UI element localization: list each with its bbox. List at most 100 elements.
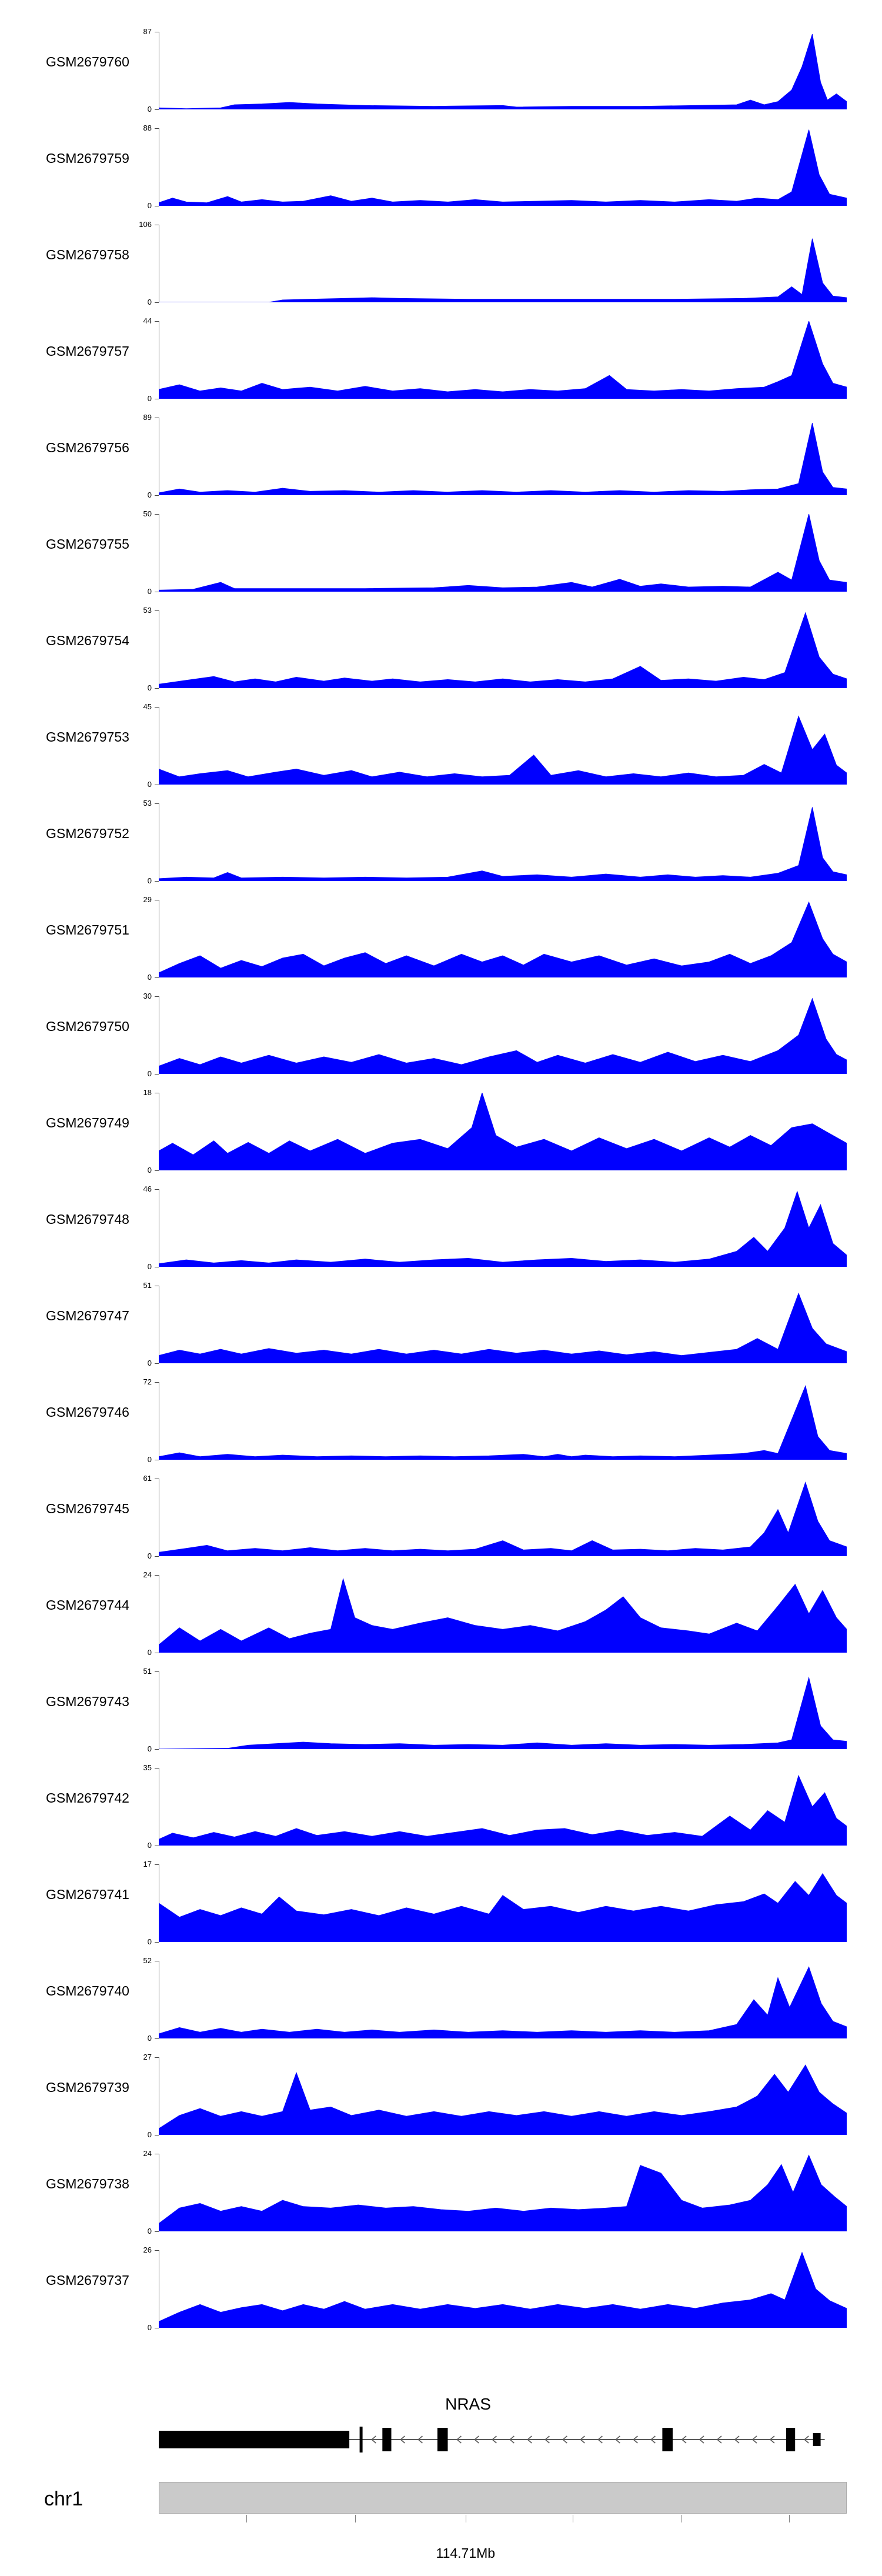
gene-exon	[359, 2427, 363, 2452]
axis-zero-label: 0	[147, 201, 152, 210]
axis-max-label: 106	[139, 220, 152, 229]
coverage-track: GSM2679750 30 0	[0, 988, 882, 1085]
axis-tick	[155, 2038, 159, 2039]
coverage-polygon	[159, 997, 847, 1074]
axis-zero-label: 0	[147, 298, 152, 306]
axis-zero-label: 0	[147, 2227, 152, 2235]
gene-exon	[662, 2428, 673, 2451]
axis-max-label: 51	[143, 1667, 152, 1676]
axis-zero-label: 0	[147, 973, 152, 982]
sample-label: GSM2679755	[46, 536, 129, 552]
axis-max-label: 51	[143, 1281, 152, 1290]
axis-tick	[155, 1382, 159, 1383]
axis-zero-label: 0	[147, 1841, 152, 1850]
axis-max-label: 72	[143, 1377, 152, 1386]
minus-strand-arrow-icon	[650, 2435, 656, 2444]
coverage-polygon	[159, 2154, 847, 2231]
axis-max-label: 24	[143, 2149, 152, 2158]
coverage-area	[159, 1873, 847, 1942]
sample-label: GSM2679753	[46, 729, 129, 745]
gene-name-label: NRAS	[445, 2395, 491, 2413]
coverage-polygon	[159, 2251, 847, 2328]
coverage-area	[159, 1481, 847, 1556]
axis-max-label: 24	[143, 1570, 152, 1579]
sample-label: GSM2679759	[46, 151, 129, 166]
sample-label: GSM2679758	[46, 247, 129, 262]
sample-label: GSM2679745	[46, 1501, 129, 1516]
sample-label: GSM2679750	[46, 1019, 129, 1034]
gene-exon	[813, 2433, 821, 2446]
minus-strand-arrow-icon	[716, 2435, 722, 2444]
axis-tick	[155, 495, 159, 496]
coverage-track: GSM2679752 53 0	[0, 795, 882, 892]
axis-zero-label: 0	[147, 105, 152, 114]
coverage-area	[159, 612, 847, 688]
sample-label: GSM2679740	[46, 1983, 129, 1998]
coverage-track: GSM2679741 17 0	[0, 1856, 882, 1953]
axis-max-label: 61	[143, 1474, 152, 1483]
axis-max-label: 87	[143, 27, 152, 36]
axis-tick	[155, 302, 159, 303]
coverage-polygon	[159, 238, 847, 302]
minus-strand-arrow-icon	[492, 2435, 497, 2444]
axis-zero-label: 0	[147, 1262, 152, 1271]
coverage-track: GSM2679754 53 0	[0, 602, 882, 699]
gene-exon	[437, 2428, 448, 2451]
axis-tick	[155, 2250, 159, 2251]
coverage-area	[159, 2251, 847, 2328]
minus-strand-arrow-icon	[474, 2435, 479, 2444]
axis-zero-label: 0	[147, 1166, 152, 1174]
sample-label: GSM2679737	[46, 2273, 129, 2288]
minus-strand-arrow-icon	[751, 2435, 757, 2444]
axis-tick	[155, 1671, 159, 1672]
minus-strand-arrow-icon	[544, 2435, 550, 2444]
coverage-polygon	[159, 807, 847, 881]
coverage-area	[159, 807, 847, 881]
minus-strand-arrow-icon	[371, 2435, 376, 2444]
axis-max-label: 27	[143, 2053, 152, 2061]
axis-zero-label: 0	[147, 2323, 152, 2332]
axis-zero-label: 0	[147, 2130, 152, 2139]
coverage-area	[159, 423, 847, 495]
axis-tick	[155, 514, 159, 515]
axis-max-label: 88	[143, 124, 152, 132]
axis-max-label: 45	[143, 702, 152, 711]
axis-tick	[155, 1749, 159, 1750]
axis-max-label: 53	[143, 606, 152, 615]
axis-tick	[155, 1768, 159, 1769]
gene-exon	[159, 2431, 350, 2448]
axis-max-label: 89	[143, 413, 152, 422]
axis-max-label: 46	[143, 1184, 152, 1193]
axis-zero-label: 0	[147, 1359, 152, 1367]
axis-tick	[155, 1170, 159, 1171]
coverage-area	[159, 129, 847, 206]
coverage-track: GSM2679749 18 0	[0, 1085, 882, 1181]
axis-tick	[155, 1575, 159, 1576]
axis-zero-label: 0	[147, 780, 152, 789]
minus-strand-arrow-icon	[734, 2435, 740, 2444]
minus-strand-arrow-icon	[562, 2435, 567, 2444]
coverage-track: GSM2679739 27 0	[0, 2049, 882, 2145]
coverage-area	[159, 238, 847, 302]
axis-tick	[155, 1556, 159, 1557]
axis-tick	[155, 128, 159, 129]
coverage-track: GSM2679740 52 0	[0, 1953, 882, 2049]
minus-strand-arrow-icon	[527, 2435, 532, 2444]
gene-model-track: NRAS	[0, 2382, 882, 2476]
sample-label: GSM2679751	[46, 922, 129, 937]
coverage-polygon	[159, 1774, 847, 1846]
axis-zero-label: 0	[147, 2034, 152, 2043]
axis-tick	[155, 1189, 159, 1190]
axis-tick	[155, 881, 159, 882]
coverage-polygon	[159, 1676, 847, 1749]
chromosome-track: chr1 114.71Mb	[0, 2470, 882, 2576]
coverage-area	[159, 321, 847, 399]
coverage-polygon	[159, 423, 847, 495]
sample-label: GSM2679748	[46, 1212, 129, 1227]
coverage-polygon	[159, 321, 847, 399]
coverage-polygon	[159, 2064, 847, 2135]
minus-strand-arrow-icon	[580, 2435, 585, 2444]
axis-max-label: 53	[143, 799, 152, 807]
coverage-track: GSM2679756 89 0	[0, 409, 882, 506]
minus-strand-arrow-icon	[681, 2435, 687, 2444]
